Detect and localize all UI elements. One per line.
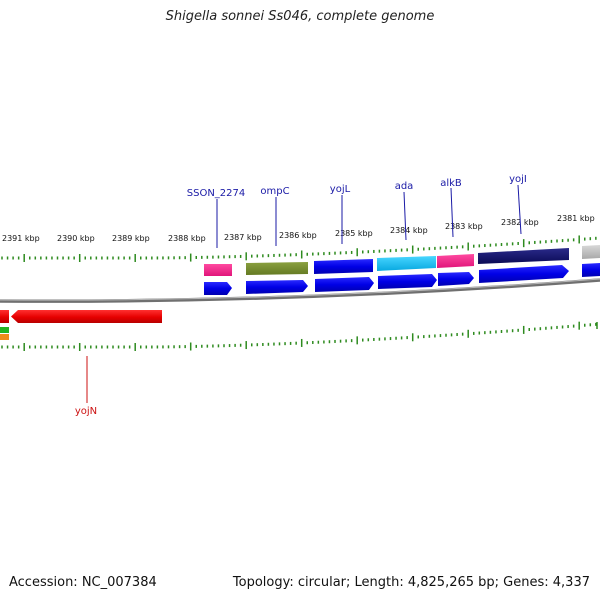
gene-label-sson-2274: SSON_2274 (187, 188, 246, 199)
gene-label-group: SSON_2274 ompC yojL ada alkB yojI (187, 174, 527, 199)
tick-label: 2385 kbp (335, 229, 373, 238)
gene-box-ompc (246, 262, 308, 275)
gene-box-grey-edge (582, 245, 600, 259)
tick-label: 2388 kbp (168, 234, 206, 243)
feature-green-edge (0, 327, 9, 333)
cds-arrow (479, 265, 569, 283)
feature-row-bottom (0, 310, 162, 340)
gene-arrow-yojn (11, 310, 162, 323)
gene-label-ada: ada (395, 181, 414, 192)
cds-arrow (582, 263, 600, 277)
outer-tick-row (1, 235, 597, 262)
leader-line-alkb (450, 187, 454, 238)
tick-label: 2386 kbp (279, 231, 317, 240)
cds-arrow (438, 272, 474, 286)
accession-label: Accession: NC_007384 (9, 575, 157, 590)
tick-label: 2391 kbp (2, 234, 40, 243)
gene-label-yoji: yojI (509, 174, 527, 185)
gene-box-ada (377, 256, 436, 271)
cds-arrow (378, 274, 437, 289)
gene-box-yoji (478, 248, 569, 264)
gene-box-yojl (314, 259, 373, 274)
tick-label: 2381 kbp (557, 214, 595, 223)
tick-label: 2383 kbp (445, 222, 483, 231)
genome-title: Shigella sonnei Ss046, complete genome (165, 9, 435, 24)
feature-row-top (204, 245, 600, 276)
gene-box-alkb (437, 254, 474, 268)
topology-label: Topology: circular; Length: 4,825,265 bp… (232, 575, 590, 590)
leader-line-yoji (517, 184, 522, 235)
genome-backbone-highlight (0, 278, 600, 301)
gene-box-red-edge (0, 310, 9, 323)
cds-arrow (246, 280, 308, 294)
gene-label-yojl: yojL (330, 184, 351, 195)
tick-label: 2387 kbp (224, 233, 262, 242)
leader-line-group (216, 184, 522, 248)
gene-label-alkb: alkB (440, 178, 462, 189)
feature-row-cds (204, 263, 600, 295)
cds-arrow (204, 282, 232, 295)
gene-label-ompc: ompC (260, 186, 289, 197)
inner-tick-row (1, 321, 597, 351)
gene-box-sson-2274 (204, 264, 232, 276)
tick-label: 2384 kbp (390, 226, 428, 235)
tick-label: 2390 kbp (57, 234, 95, 243)
leader-line-ada (403, 191, 407, 241)
genome-backbone (0, 278, 600, 303)
tick-label-group: 2391 kbp 2390 kbp 2389 kbp 2388 kbp 2387… (2, 214, 595, 243)
gene-label-yojn: yojN (75, 406, 97, 417)
feature-orange-edge (0, 334, 9, 340)
tick-label: 2389 kbp (112, 234, 150, 243)
cds-arrow (315, 277, 374, 292)
